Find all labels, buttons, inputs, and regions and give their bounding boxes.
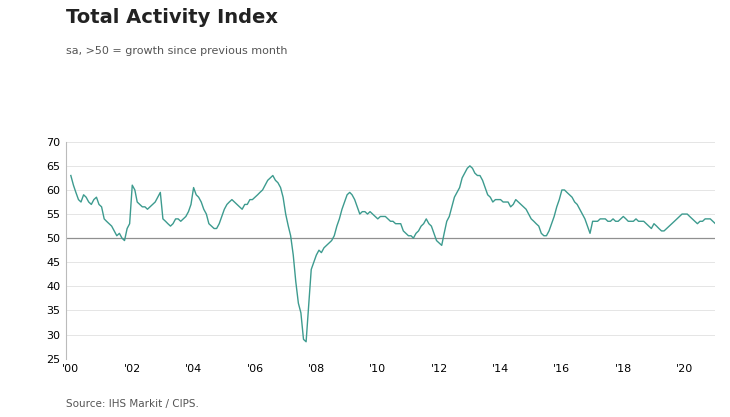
Text: sa, >50 = growth since previous month: sa, >50 = growth since previous month — [66, 46, 287, 56]
Text: Source: IHS Markit / CIPS.: Source: IHS Markit / CIPS. — [66, 399, 199, 409]
Text: Total Activity Index: Total Activity Index — [66, 8, 277, 28]
